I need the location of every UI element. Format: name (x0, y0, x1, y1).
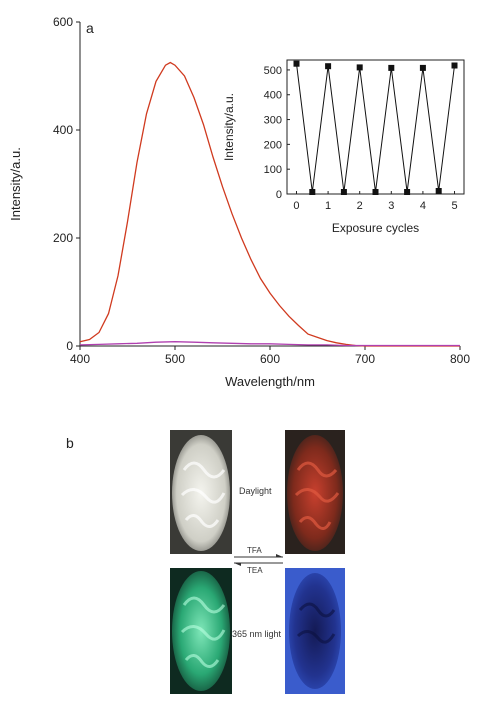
panel-a-label: a (86, 20, 94, 36)
inset-x-tick-label: 4 (420, 200, 426, 212)
main-y-tick-label: 600 (53, 15, 73, 29)
tfa-label: TFA (247, 546, 262, 555)
inset-point (388, 64, 395, 71)
main-series-line-2 (79, 341, 460, 347)
main-series-line-1 (79, 61, 460, 347)
main-y-tick-label: 400 (53, 123, 73, 137)
main-emission-chart: 400 500 600 700 8000200400600Wavelength/nmIn… (8, 15, 470, 389)
inset-y-axis-label: Intensity/a.u. (222, 93, 236, 161)
inset-x-tick-label: 3 (388, 200, 394, 212)
reversible-arrows (234, 554, 283, 566)
main-y-tick-label: 0 (66, 339, 73, 353)
inset-y-tick-label: 400 (264, 90, 282, 102)
inset-point (293, 60, 300, 67)
inset-point (309, 189, 316, 195)
main-x-tick-label: 500 (165, 352, 185, 366)
inset-x-tick-label: 0 (293, 200, 299, 212)
inset-point (340, 189, 347, 195)
photo-daylight-acid (285, 430, 345, 554)
inset-x-tick-label: 2 (357, 200, 363, 212)
inset-x-tick-label: 5 (451, 200, 457, 212)
inset-point (372, 189, 379, 195)
light365-label: 365 nm light (232, 629, 282, 639)
main-x-tick-label: 400 (70, 352, 90, 366)
main-x-tick-label: 700 (355, 352, 375, 366)
inset-point (356, 64, 363, 71)
inset-point (404, 189, 411, 195)
inset-point (435, 188, 442, 194)
inset-y-tick-label: 0 (276, 189, 282, 201)
inset-point (325, 63, 332, 70)
photo-uv-acid (285, 568, 345, 694)
inset-x-axis-label: Exposure cycles (332, 221, 419, 235)
panel-b-label: b (66, 435, 74, 451)
inset-x-tick-label: 1 (325, 200, 331, 212)
inset-cycle-chart: 0 1 2 3 4 5 0 100 200 300 400 500 Exposure cycles Int… (222, 59, 465, 235)
inset-point (419, 64, 426, 71)
daylight-label: Daylight (239, 486, 272, 496)
main-y-axis-label: Intensity/a.u. (8, 147, 23, 221)
inset-frame (286, 59, 465, 195)
inset-series-line (296, 63, 455, 193)
main-x-axis-label: Wavelength/nm (225, 374, 315, 389)
inset-y-tick-label: 200 (264, 139, 282, 151)
main-x-tick-label: 600 (260, 352, 280, 366)
inset-y-tick-label: 100 (264, 164, 282, 176)
inset-point (451, 62, 458, 69)
tea-label: TEA (247, 566, 263, 575)
inset-y-tick-label: 500 (264, 65, 282, 77)
photo-uv-neutral (170, 568, 232, 694)
main-x-tick-label: 800 (450, 352, 470, 366)
inset-y-tick-label: 300 (264, 115, 282, 127)
photo-daylight-neutral (170, 430, 232, 554)
main-y-tick-label: 200 (53, 231, 73, 245)
